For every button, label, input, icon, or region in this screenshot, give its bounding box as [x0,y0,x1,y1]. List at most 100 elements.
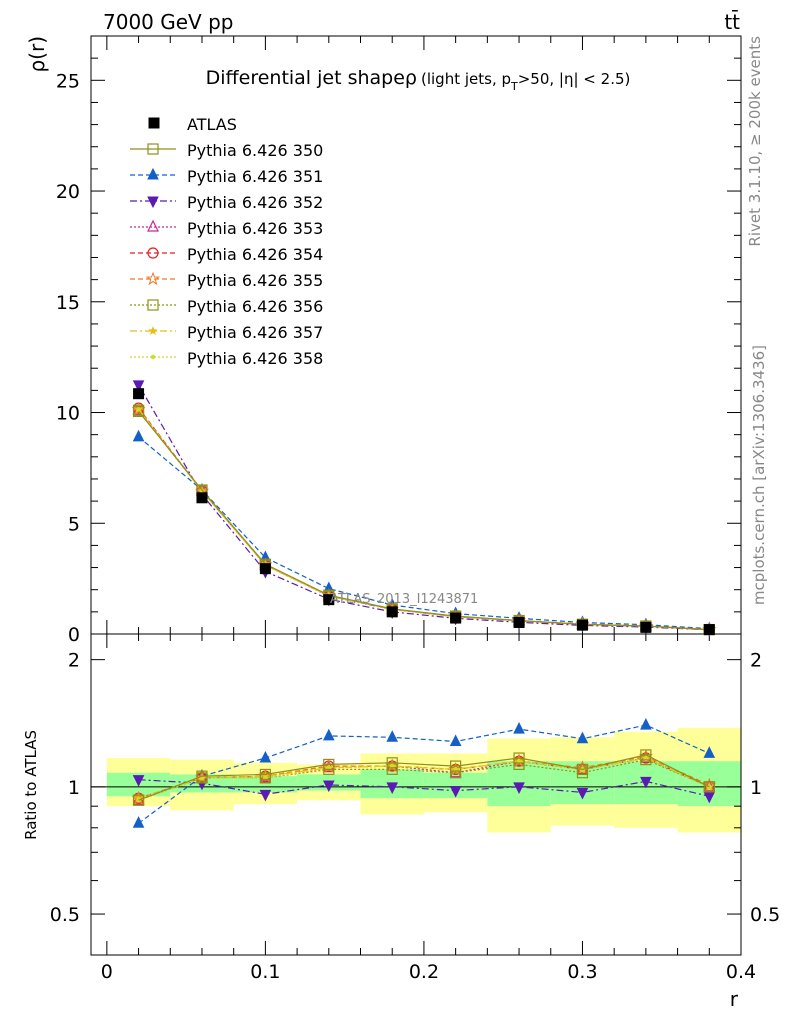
y-tick-label-right: 0.5 [750,904,780,926]
top-ylabel: ρ(r) [25,36,49,73]
x-tick-label: 0.2 [409,961,439,983]
ratio-series-point [513,721,525,734]
title-main: Differential jet shape [206,67,405,89]
ratio-series-point [323,758,335,771]
y-tick-label: 0.5 [50,904,80,926]
legend-entry-series-2: Pythia 6.426 352 [130,193,323,212]
y-tick-label: 0 [68,624,80,646]
legend-entry-series-1: Pythia 6.426 351 [130,167,323,186]
y-tick-label: 10 [56,403,80,425]
x-tick-label: 0.4 [726,961,756,983]
legend-entry-series-3: Pythia 6.426 353 [130,219,323,238]
legend: ATLAS Pythia 6.426 350 Pythia 6.426 351 Pyt… [130,115,323,368]
ratio-series-point [259,789,272,802]
legend-label: ATLAS [187,115,237,134]
top-series-line [138,436,710,630]
legend-marker [147,247,159,259]
bottom-frame [90,633,742,956]
series-layer [131,380,717,828]
legend-label: Pythia 6.426 350 [187,141,323,160]
legend-label: Pythia 6.426 353 [187,219,323,238]
legend-marker [148,326,158,335]
legend-marker [147,219,159,232]
legend-marker [147,196,159,209]
legend-marker [145,271,161,286]
legend-marker [147,143,159,155]
legend-label: Pythia 6.426 357 [187,323,323,342]
watermark: ATLAS_2013_I1243871 [330,592,478,607]
ratio-series-point [259,768,271,781]
y-tick-label: 1 [68,777,80,799]
ratio-series-point [322,728,335,741]
ratio-series-point [640,717,652,730]
legend-entry-series-6: Pythia 6.426 356 [130,297,323,316]
atlas-data-point [386,606,398,618]
ratio-series-point [450,760,462,772]
ratio-series-point [576,787,589,800]
legend-label: Pythia 6.426 356 [187,297,323,316]
legend-entry-series-4: Pythia 6.426 354 [130,245,323,264]
legend-label: Pythia 6.426 351 [187,167,323,186]
atlas-data-point [450,612,462,624]
top-series-point [132,405,145,418]
ratio-series-point [259,750,272,763]
ratio-series-point [643,755,649,761]
ratio-series-point [449,734,462,747]
axis-ticks: 0 0.1 0.2 0.3 0.4 0 5 10 15 20 25 0.5 0.5 1 1 2 2 [50,35,780,983]
bottom-ylabel: Ratio to ATLAS [22,730,40,840]
ratio-series-point [640,776,652,789]
ratio-series-point [640,749,652,761]
top-series-line [138,384,710,631]
y-tick-label: 15 [56,292,80,314]
atlas-data-point [640,621,652,633]
ratio-series-point [513,752,525,764]
ratio-series-point [576,731,589,744]
ratio-series-line [138,758,710,801]
ratio-series-point [386,730,399,742]
y-tick-label: 25 [56,70,80,92]
legend-marker [148,117,160,129]
atlas-data-point [576,619,588,631]
band-inner-bin [233,776,298,793]
ratio-series-line [138,757,710,801]
atlas-data-point [259,563,271,575]
atlas-data-point [513,616,525,628]
ratio-series-point [449,786,462,798]
x-tick-label: 0.3 [567,961,597,983]
legend-entry-atlas: ATLAS [148,115,237,134]
ratio-series-point [132,794,145,806]
atlas-data-point [133,388,145,400]
ratio-series-point [386,757,398,769]
ratio-series-line [138,724,710,824]
top-series-point [132,380,145,392]
plot-frames [90,35,742,956]
top-series-line [138,411,710,631]
mcplots-text: mcplots.cern.ch [arXiv:1306.3436] [750,345,768,605]
main-title: Differential jet shapeρ (light jets, pT>5… [206,67,631,93]
rivet-text: Rivet 3.1.10, ≥ 200k events [746,36,764,247]
ratio-series-point [703,781,715,793]
legend-marker [147,167,159,180]
ratio-series-2 [132,775,716,804]
header-left: 7000 GeV pp [103,10,234,34]
text-layer: 7000 GeV pp tt̄ ATLAS_2013_I1243871 Diff… [22,9,768,1011]
legend-entry-series-0: Pythia 6.426 350 [130,141,323,160]
y-tick-label-right: 1 [750,777,762,799]
atlas-data-point [323,594,335,606]
title-paren-a: (light jets, p [421,70,511,88]
ratio-series-point [513,782,525,794]
atlas-data-point [703,624,715,636]
ratio-series-line [138,754,710,801]
title-sub: T [510,80,518,93]
top-series-point [132,429,145,442]
legend-entry-series-7: Pythia 6.426 357 [130,323,323,342]
title-paren-b: >50, |η| < 2.5) [518,70,631,88]
ratio-series-point [703,746,716,758]
atlas-data-point [196,492,208,504]
x-tick-label: 0.1 [250,961,280,983]
legend-marker [150,354,156,360]
y-tick-label: 20 [56,181,80,203]
title-rho: ρ [405,67,417,89]
